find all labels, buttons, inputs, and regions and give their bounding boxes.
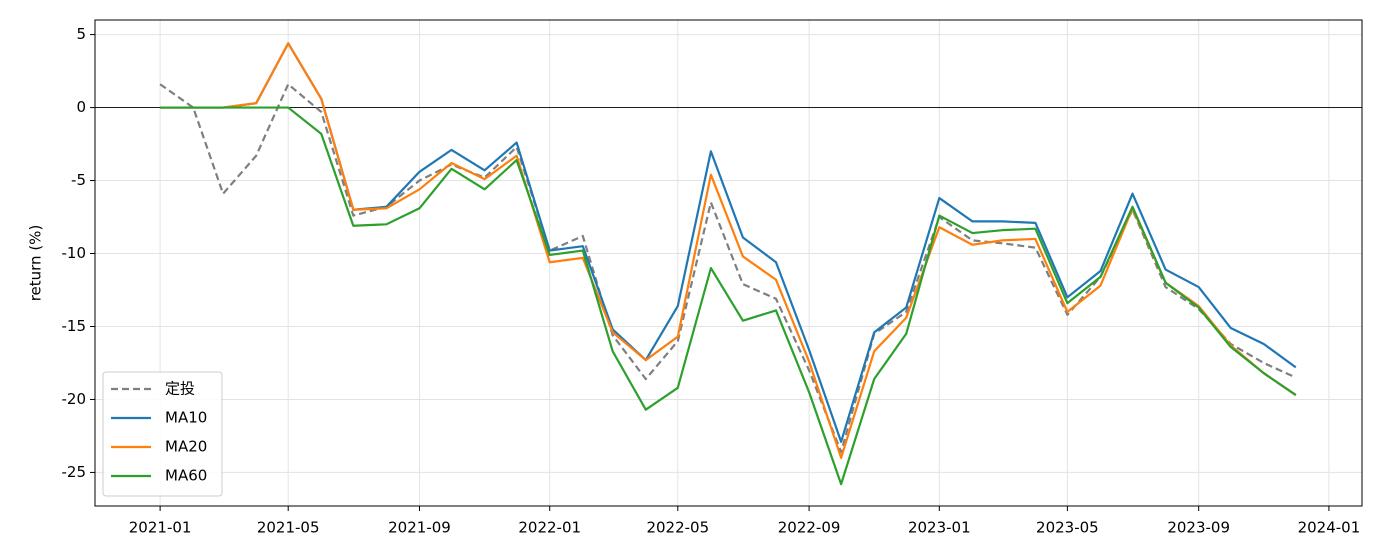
x-tick-label: 2023-09 [1167, 519, 1230, 537]
legend-label: 定投 [165, 380, 195, 398]
y-tick-label: 0 [76, 98, 86, 116]
y-tick-label: -5 [71, 171, 86, 189]
y-tick-label: -20 [62, 390, 87, 408]
legend-label: MA10 [165, 409, 207, 427]
y-tick-label: 5 [76, 25, 86, 43]
plot-frame [94, 19, 1363, 507]
legend-label: MA20 [165, 438, 207, 456]
series-line [159, 83, 1297, 454]
legend-label: MA60 [165, 467, 207, 485]
y-axis-label: return (%) [27, 225, 45, 302]
x-tick-label: 2021-01 [129, 519, 192, 537]
series-line [160, 42, 1297, 443]
x-tick-label: 2023-05 [1036, 519, 1099, 537]
x-tick-label: 2023-01 [908, 519, 971, 537]
x-tick-label: 2024-01 [1298, 519, 1361, 537]
x-tick-label: 2021-05 [257, 519, 320, 537]
x-tick-label: 2021-09 [388, 519, 451, 537]
legend: 定投 MA10 MA20 MA60 [102, 371, 223, 497]
y-tick-label: -10 [62, 244, 87, 262]
x-tick-label: 2022-09 [778, 519, 841, 537]
y-tick-label: -15 [62, 317, 87, 335]
legend-box [102, 371, 223, 497]
x-tick-label: 2022-05 [646, 519, 709, 537]
series-line [160, 42, 1297, 459]
y-tick-label: -25 [62, 463, 87, 481]
x-tick-label: 2022-01 [518, 519, 581, 537]
series-line [160, 106, 1297, 486]
